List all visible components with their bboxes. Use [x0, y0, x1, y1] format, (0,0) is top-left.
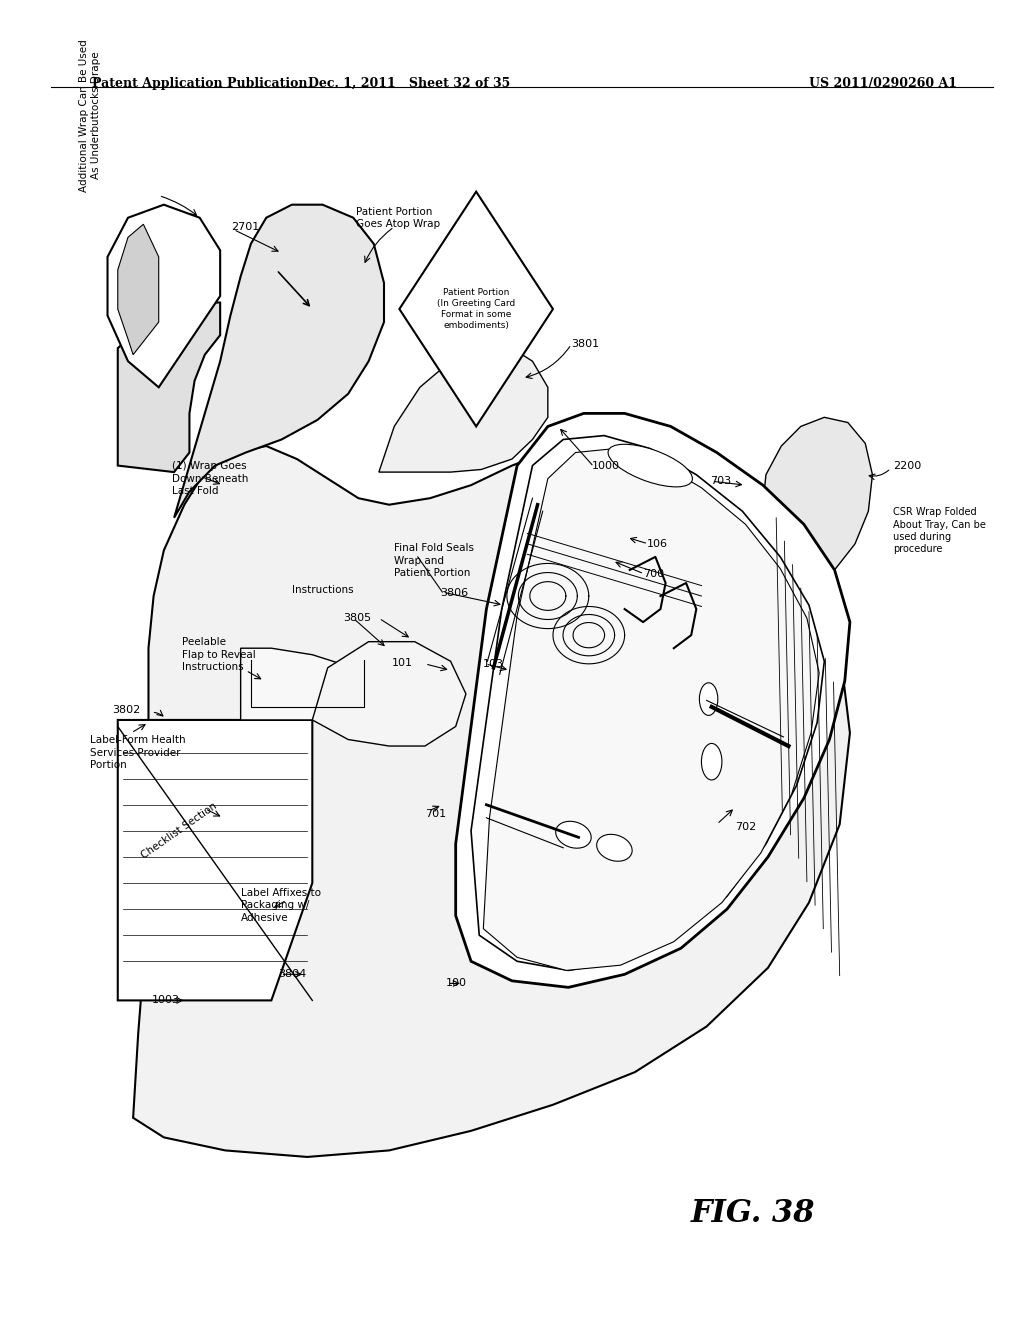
Text: Additional Wrap Can Be Used
As Underbuttocks Drape: Additional Wrap Can Be Used As Underbutt…	[79, 38, 101, 191]
Polygon shape	[174, 205, 384, 517]
Text: 700: 700	[643, 569, 665, 579]
Polygon shape	[763, 417, 872, 570]
Polygon shape	[379, 348, 548, 473]
Polygon shape	[456, 413, 850, 987]
Text: 2701: 2701	[231, 222, 260, 232]
Text: 3804: 3804	[279, 969, 307, 979]
Polygon shape	[118, 719, 312, 1001]
Text: 703: 703	[710, 477, 731, 486]
Text: Final Fold Seals
Wrap and
Patient Portion: Final Fold Seals Wrap and Patient Portio…	[394, 544, 474, 578]
Text: Patient Portion
Goes Atop Wrap: Patient Portion Goes Atop Wrap	[356, 206, 440, 228]
Ellipse shape	[608, 445, 692, 487]
Polygon shape	[118, 224, 159, 355]
Polygon shape	[133, 440, 850, 1156]
Text: CSR Wrap Folded
About Tray, Can be
used during
procedure: CSR Wrap Folded About Tray, Can be used …	[893, 507, 986, 554]
Text: 100: 100	[445, 978, 467, 989]
Text: 1003: 1003	[152, 995, 179, 1006]
Polygon shape	[312, 642, 466, 746]
Text: Peelable
Flap to Reveal
Instructions: Peelable Flap to Reveal Instructions	[182, 638, 256, 672]
Text: Patent Application Publication: Patent Application Publication	[92, 77, 307, 90]
Polygon shape	[241, 648, 374, 719]
Text: 702: 702	[735, 822, 757, 832]
Text: Label-Form Health
Services Provider
Portion: Label-Form Health Services Provider Port…	[90, 735, 185, 770]
Text: Instructions: Instructions	[292, 585, 353, 594]
Text: FIG. 38: FIG. 38	[690, 1197, 815, 1229]
Text: Patient Portion
(In Greeting Card
Format in some
embodiments): Patient Portion (In Greeting Card Format…	[437, 288, 515, 330]
Ellipse shape	[699, 682, 718, 715]
Polygon shape	[118, 302, 220, 473]
Text: Dec. 1, 2011   Sheet 32 of 35: Dec. 1, 2011 Sheet 32 of 35	[308, 77, 511, 90]
Text: 103: 103	[483, 659, 505, 669]
Text: 3801: 3801	[571, 339, 599, 350]
Ellipse shape	[597, 834, 632, 861]
Text: (1) Wrap Goes
Down Beneath
Last Fold: (1) Wrap Goes Down Beneath Last Fold	[172, 461, 249, 496]
Text: 2200: 2200	[893, 461, 922, 470]
Polygon shape	[399, 191, 553, 426]
Ellipse shape	[556, 821, 591, 849]
Text: Checklist Section: Checklist Section	[139, 801, 219, 861]
Text: 3806: 3806	[440, 589, 468, 598]
Text: 3802: 3802	[113, 705, 141, 714]
Text: 1000: 1000	[592, 461, 620, 470]
Text: 106: 106	[647, 539, 669, 549]
Polygon shape	[108, 205, 220, 387]
Text: 701: 701	[425, 809, 446, 818]
Text: 101: 101	[392, 657, 414, 668]
Polygon shape	[483, 449, 819, 970]
Text: 3805: 3805	[343, 614, 371, 623]
Text: Label Affixes to
Packaging w/
Adhesive: Label Affixes to Packaging w/ Adhesive	[241, 888, 321, 923]
Ellipse shape	[701, 743, 722, 780]
Text: US 2011/0290260 A1: US 2011/0290260 A1	[809, 77, 957, 90]
